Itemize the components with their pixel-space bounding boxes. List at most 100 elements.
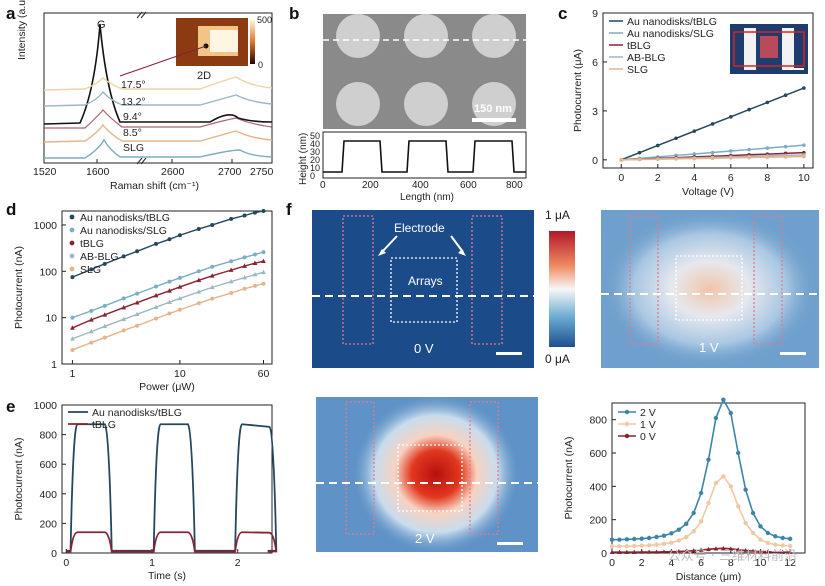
data-point [135,291,140,296]
tick-label: 200 [362,180,379,191]
data-point [773,534,778,539]
data-point [609,549,615,554]
data-point [102,323,108,329]
data-point [637,156,642,161]
y-tick-label: 400 [39,489,57,501]
x-tick-label: 8 [764,172,770,184]
data-point [692,156,697,160]
data-point [684,521,689,527]
data-point [669,531,674,536]
x-axis-label: Power (μW) [139,381,195,393]
device-electrode [782,28,794,70]
data-point [802,86,806,90]
data-point [750,510,756,516]
tick-label: 2700 [218,166,242,178]
data-point [729,114,733,119]
data-point [692,155,697,159]
data-point [691,510,696,516]
data-point [624,549,630,554]
data-point [684,534,689,540]
fit-line [72,210,264,278]
fit-line [72,283,264,351]
data-point [728,410,733,416]
legend-label: Au nanodisks/SLG [80,225,167,237]
data-point [655,155,660,159]
peak-2d-label: 2D [197,70,212,82]
legend-label: tBLG [92,419,116,431]
x-tick-label: 0 [609,557,615,569]
data-point [619,158,624,162]
tick-label: 600 [460,180,477,191]
data-point [624,537,630,542]
data-point [706,457,711,462]
data-point [655,157,660,161]
data-point [177,233,182,238]
data-point [637,157,642,161]
fit-line [72,271,264,340]
panel-label-f: f [286,200,292,219]
angle-label: 13.2° [121,96,146,108]
data-point [710,156,715,161]
data-point [617,537,622,542]
data-point [692,129,697,133]
data-point [674,156,678,161]
panel-label-d: d [6,200,17,219]
data-point [177,307,182,312]
data-point [196,226,201,231]
data-point [710,154,715,159]
data-point [783,155,788,159]
data-point [177,275,182,280]
data-point [617,549,622,554]
data-point [167,237,172,242]
data-point [242,275,247,280]
x-tick-label: 2 [655,172,661,184]
data-point [710,155,715,160]
data-point [632,536,637,542]
data-point [102,261,107,266]
x-tick-label: 4 [691,172,697,184]
data-point [637,157,642,162]
data-point [609,544,615,549]
x-tick-label: 2 [639,557,645,569]
legend-marker [624,409,630,415]
data-point [783,153,788,158]
data-point [674,157,678,161]
data-point [765,152,770,156]
data-point [691,529,696,534]
series-line [612,397,791,541]
x-tick-label: 1 [149,557,155,569]
legend-label: tBLG [80,238,104,250]
data-point [639,536,644,541]
data-point [261,250,266,255]
panel-label-e: e [6,397,16,416]
y-tick-label: 600 [39,459,57,471]
data-point [637,157,642,162]
device-scalebar [790,68,804,70]
data-point [729,156,733,160]
data-point [787,536,793,542]
data-point [676,527,682,532]
series-line [621,151,804,161]
colorbar-a-max: 500 [257,15,273,25]
legend-label: Au nanodisks/SLG [627,28,714,40]
series-line [620,87,805,161]
panel-a-xlabel: Raman shift (cm⁻¹) [110,180,199,192]
data-point [624,543,630,549]
data-point [713,415,719,421]
plot-frame [61,210,273,365]
peak-g-label: G [97,19,106,31]
x-tick-label: 60 [258,368,270,380]
data-point [743,487,748,492]
legend-marker [624,433,630,439]
series-line [621,155,804,161]
data-point [765,146,770,150]
y-tick-label: 6 [592,57,598,69]
panel-label-b: b [289,4,300,23]
x-tick-label: 10 [174,368,186,380]
data-point [135,323,140,328]
data-point [617,544,622,549]
tick-label: 800 [506,180,523,191]
data-point [134,311,140,317]
data-point [698,490,704,496]
scalebar-label: 150 nm [474,103,512,115]
